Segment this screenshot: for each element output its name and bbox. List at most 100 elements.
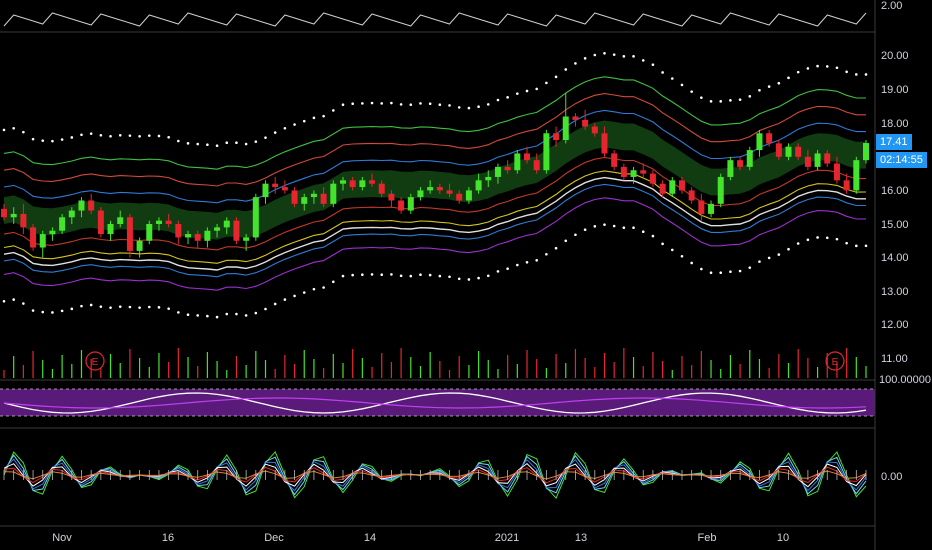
candle[interactable] [97,207,104,238]
candle[interactable] [68,207,75,224]
candle[interactable] [494,163,501,184]
price-axis[interactable]: 20.00 19.00 18.00 16.00 15.00 14.00 13.0… [881,50,909,365]
candle[interactable] [233,217,240,245]
candle[interactable] [572,113,579,127]
candle[interactable] [339,176,346,191]
candle[interactable] [165,213,172,228]
candle[interactable] [766,129,773,147]
candle[interactable] [107,220,114,241]
candle[interactable] [785,143,792,161]
candle[interactable] [843,173,850,194]
candle[interactable] [320,187,327,208]
candle[interactable] [698,193,705,221]
candle[interactable] [620,163,627,181]
candle[interactable] [562,92,569,144]
candle[interactable] [708,200,715,218]
candle[interactable] [204,227,211,248]
candle[interactable] [833,156,840,184]
candle[interactable] [30,224,37,251]
candle[interactable] [49,227,56,241]
candle[interactable] [398,197,405,214]
candle[interactable] [524,146,531,164]
candle[interactable] [78,197,85,218]
candle[interactable] [20,203,27,235]
volume-bar [138,358,141,378]
candle[interactable] [136,237,143,258]
candle[interactable] [853,156,860,194]
candle[interactable] [378,180,385,198]
candle[interactable] [1,203,7,221]
candle[interactable] [146,220,153,245]
candle[interactable] [649,170,656,188]
candle[interactable] [223,217,230,235]
candle[interactable] [553,126,560,147]
candle[interactable] [281,180,288,194]
time-axis[interactable]: Nov 16 Dec 14 2021 13 Feb 10 [52,532,789,544]
candle[interactable] [262,180,269,204]
candle[interactable] [814,150,821,171]
candle[interactable] [746,146,753,171]
candle[interactable] [388,190,395,208]
candle[interactable] [824,150,831,167]
earnings-marker-2[interactable] [825,351,845,371]
candle[interactable] [804,150,811,171]
candle[interactable] [301,193,308,211]
candle[interactable] [543,129,550,174]
candle[interactable] [88,193,95,214]
candle[interactable] [407,193,414,214]
band-dot [428,102,432,106]
candle[interactable] [678,176,685,194]
candle[interactable] [369,173,376,188]
earnings-marker-1[interactable] [85,351,105,371]
candle[interactable] [640,163,647,177]
candle[interactable] [349,176,356,191]
candle[interactable] [214,224,221,238]
candle[interactable] [155,217,162,231]
candle[interactable] [582,109,589,130]
candle[interactable] [330,180,337,208]
candle[interactable] [688,187,695,204]
candlestick-series[interactable] [1,92,869,258]
candle[interactable] [533,153,540,174]
candle[interactable] [756,129,763,157]
candle[interactable] [417,187,424,201]
candle[interactable] [514,150,521,174]
candle[interactable] [10,207,17,224]
candle[interactable] [39,230,46,258]
candle[interactable] [475,173,482,194]
candle[interactable] [359,176,366,191]
candle[interactable] [291,187,298,208]
candle[interactable] [775,140,782,161]
candle[interactable] [863,140,869,164]
candle[interactable] [456,190,463,204]
candle[interactable] [185,230,192,245]
candle[interactable] [669,176,676,198]
candle[interactable] [243,234,250,251]
candle[interactable] [59,213,66,235]
candle[interactable] [717,173,724,208]
candle[interactable] [727,156,734,181]
candle[interactable] [795,143,802,161]
candle[interactable] [611,150,618,171]
candle[interactable] [126,213,133,258]
candle[interactable] [272,176,279,194]
candle[interactable] [630,166,637,184]
earnings-markers[interactable]: E E [85,351,845,371]
candle[interactable] [436,183,443,194]
candle[interactable] [252,193,259,241]
candle[interactable] [659,180,666,198]
candle[interactable] [175,220,182,245]
candle[interactable] [591,123,598,137]
candle[interactable] [310,190,317,204]
candle[interactable] [485,170,492,188]
candle[interactable] [601,126,608,157]
candle[interactable] [504,160,511,174]
candle[interactable] [446,183,453,198]
candle[interactable] [427,180,434,194]
candle[interactable] [194,230,201,248]
candle[interactable] [465,187,472,204]
candle[interactable] [737,156,744,171]
candle[interactable] [117,210,124,228]
